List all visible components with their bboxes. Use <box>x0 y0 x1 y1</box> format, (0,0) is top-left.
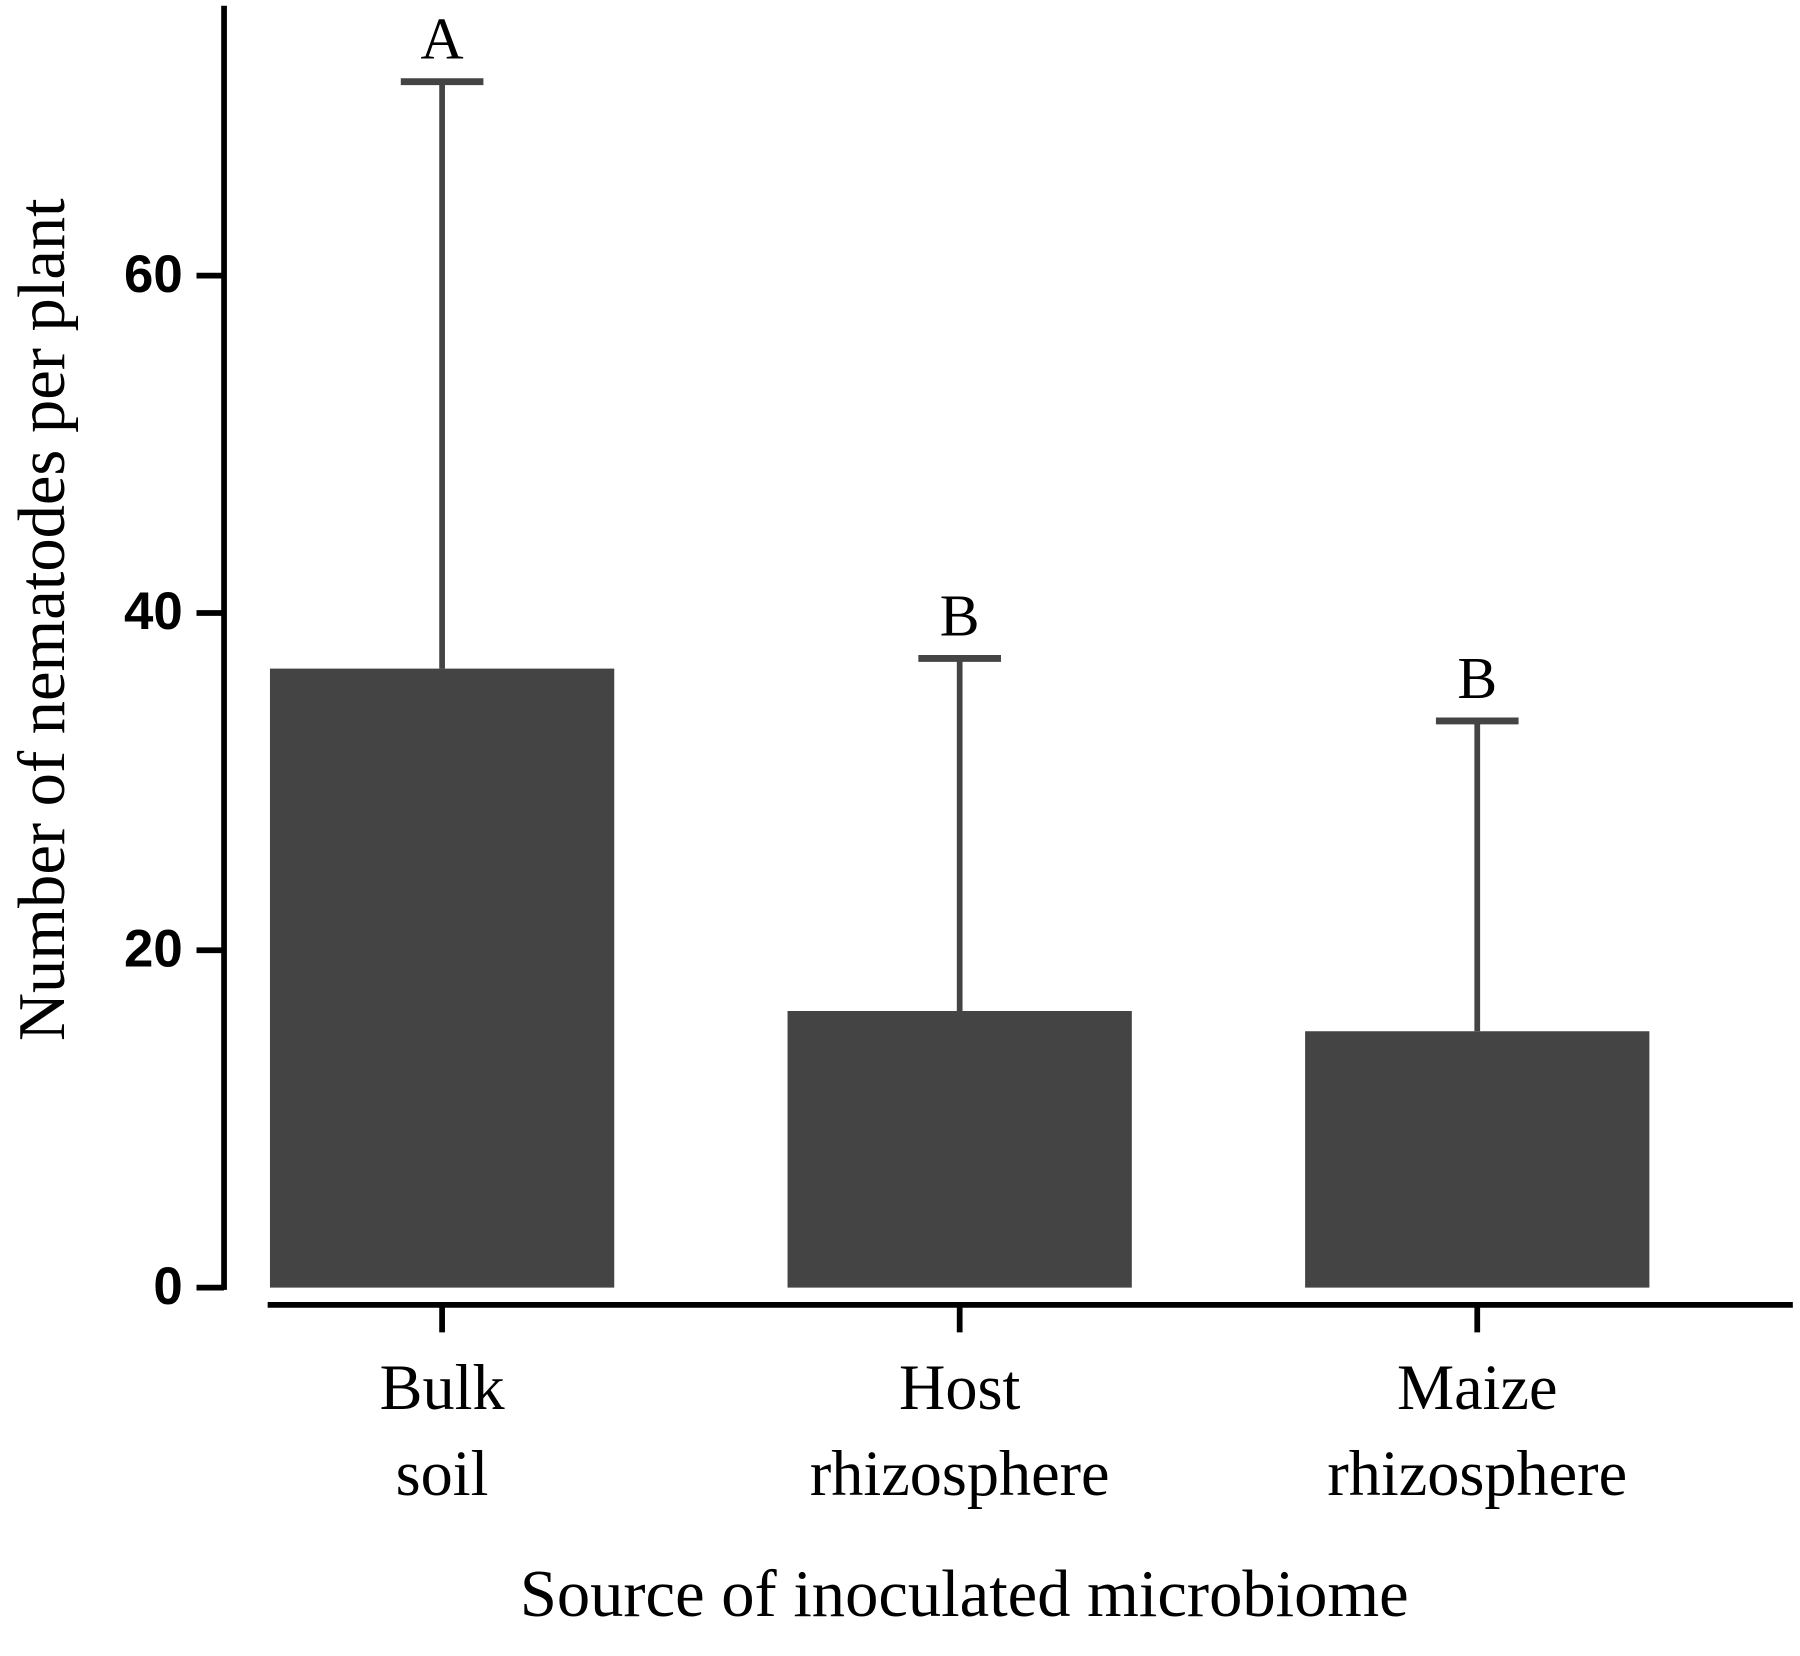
x-tick-label: Maize <box>1397 1352 1558 1423</box>
y-tick-label: 60 <box>124 245 183 304</box>
y-axis-title: Number of nematodes per plant <box>6 198 79 1041</box>
y-tick-label: 20 <box>124 920 183 979</box>
x-tick-label: Bulk <box>380 1352 506 1423</box>
y-tick-label: 40 <box>124 582 183 641</box>
significance-label: B <box>940 582 980 648</box>
x-tick-label: soil <box>396 1438 489 1509</box>
x-tick-label: rhizosphere <box>1327 1438 1627 1509</box>
y-tick-label: 0 <box>153 1257 182 1316</box>
x-tick-label: rhizosphere <box>810 1438 1110 1509</box>
x-axis-title: Source of inoculated microbiome <box>520 1558 1409 1631</box>
bar <box>269 668 615 1288</box>
significance-label: B <box>1457 645 1497 711</box>
significance-label: A <box>421 6 464 72</box>
bar <box>787 1011 1132 1288</box>
bar <box>1305 1031 1650 1288</box>
x-tick-label: Host <box>899 1352 1021 1423</box>
